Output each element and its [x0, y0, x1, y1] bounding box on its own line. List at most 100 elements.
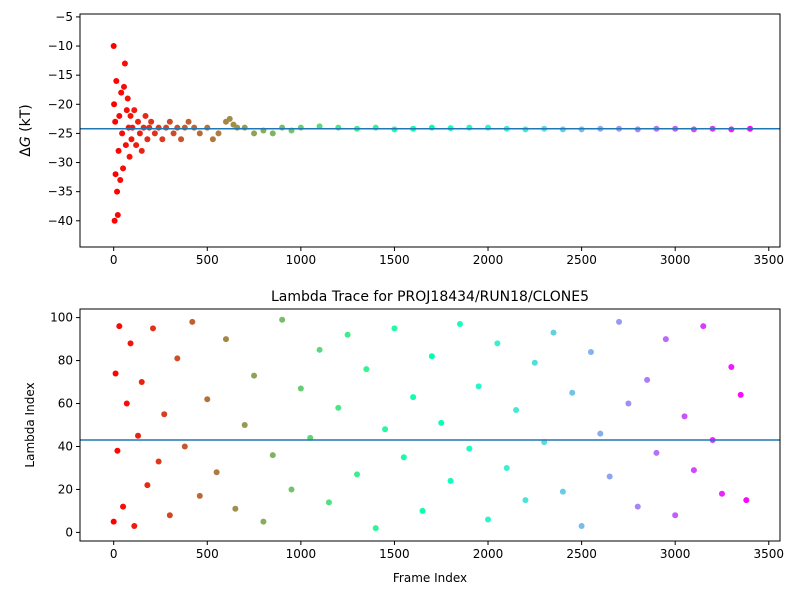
data-point [335, 404, 342, 411]
data-point [138, 147, 145, 154]
data-point [269, 452, 276, 459]
data-point [226, 115, 233, 122]
data-point [335, 124, 342, 131]
data-point [116, 323, 123, 330]
data-point [372, 124, 379, 131]
data-point [625, 400, 632, 407]
data-point [178, 136, 185, 143]
data-point [123, 400, 130, 407]
data-point [189, 318, 196, 325]
x-tick-label: 0 [110, 253, 118, 267]
y-tick-label: −30 [48, 156, 73, 170]
data-point [117, 177, 124, 184]
data-point [587, 348, 594, 355]
data-point [325, 499, 332, 506]
data-point [232, 505, 239, 512]
data-point [522, 497, 529, 504]
data-point [135, 118, 142, 125]
data-point [127, 340, 134, 347]
data-point [128, 136, 135, 143]
data-point [700, 323, 707, 330]
data-point [140, 124, 147, 131]
x-tick-label: 1000 [286, 547, 317, 561]
data-point [606, 473, 613, 480]
data-point [662, 336, 669, 343]
data-point [728, 364, 735, 370]
data-point [209, 136, 216, 143]
data-point [191, 124, 198, 131]
data-point [466, 445, 473, 452]
delta-g-x-ticks: 0 500 1000 1500 2000 2500 3000 3500 [110, 247, 784, 267]
data-point [196, 130, 203, 137]
data-point [163, 124, 170, 131]
x-tick-label: 500 [196, 253, 219, 267]
data-point [138, 379, 145, 386]
data-point [131, 522, 138, 529]
data-point [222, 336, 229, 343]
data-point [114, 188, 121, 195]
data-point [578, 522, 585, 529]
lambda-y-axis-label: Lambda Index [23, 382, 37, 467]
x-tick-label: 1000 [286, 253, 317, 267]
y-tick-label: 60 [58, 397, 73, 411]
delta-g-panel: 0 500 1000 1500 2000 2500 3000 3500 −40 −35 −30 −2… [18, 10, 784, 267]
data-point [122, 142, 129, 149]
x-tick-label: 500 [196, 547, 219, 561]
y-tick-label: −15 [48, 68, 73, 82]
data-point [114, 211, 121, 218]
lambda-trace-panel: Lambda Trace for PROJ18434/RUN18/CLONE5 … [23, 289, 784, 585]
data-point [113, 77, 120, 84]
data-point [161, 411, 168, 418]
data-point [241, 124, 248, 131]
y-tick-label: 80 [58, 354, 73, 368]
data-point [111, 217, 118, 224]
data-point [410, 394, 417, 401]
data-point [485, 516, 492, 523]
data-point [297, 385, 304, 392]
data-point [166, 512, 173, 519]
x-tick-label: 3000 [660, 547, 691, 561]
data-point [550, 329, 557, 336]
data-point [110, 43, 117, 50]
data-point [503, 464, 510, 471]
data-point [204, 396, 211, 403]
data-point [616, 318, 623, 325]
data-point [116, 112, 123, 119]
data-point [124, 95, 131, 102]
data-point [118, 89, 125, 96]
x-tick-label: 2500 [566, 253, 597, 267]
data-point [475, 383, 482, 390]
data-point [119, 130, 126, 137]
data-point [126, 153, 133, 160]
delta-g-y-ticks: −40 −35 −30 −25 −20 −15 −10 −5 [48, 10, 80, 228]
data-point [196, 492, 203, 499]
data-point [419, 507, 426, 514]
data-point [142, 112, 149, 119]
data-point [316, 346, 323, 353]
data-point [363, 366, 370, 373]
data-point [159, 136, 166, 143]
data-point [114, 447, 121, 454]
data-point [279, 316, 286, 323]
data-point [155, 458, 162, 465]
y-tick-label: 40 [58, 439, 73, 453]
data-point [428, 124, 435, 131]
x-tick-label: 1500 [379, 547, 410, 561]
data-point [251, 372, 258, 379]
data-point [111, 101, 118, 108]
data-point [251, 130, 258, 137]
data-point [456, 321, 463, 328]
data-point [559, 488, 566, 495]
data-point [737, 391, 744, 398]
data-point [344, 331, 351, 338]
y-tick-label: 0 [65, 525, 73, 539]
data-point [466, 124, 473, 131]
data-point [131, 107, 138, 114]
data-point [135, 432, 142, 439]
x-tick-label: 2000 [473, 547, 504, 561]
data-point [531, 359, 538, 366]
data-point [112, 370, 119, 377]
y-tick-label: −35 [48, 185, 73, 199]
